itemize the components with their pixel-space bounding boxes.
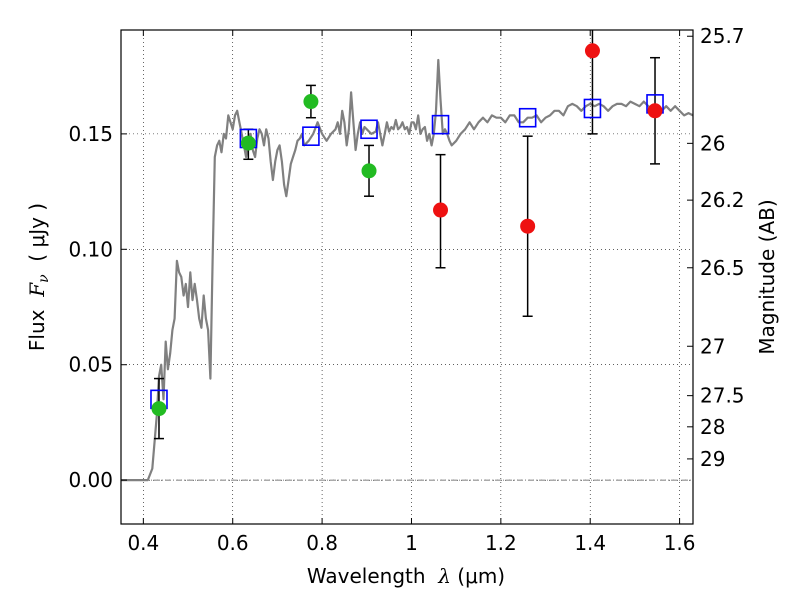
- x-tick-label: 0.8: [306, 531, 338, 555]
- plot-background: [121, 30, 693, 524]
- observed-point: [240, 135, 256, 151]
- observed-point: [303, 94, 319, 110]
- magnitude-tick-label: 26.2: [700, 188, 745, 212]
- magnitude-axis-title: Magnitude (AB): [755, 199, 779, 354]
- x-axis-ticks: 0.4 0.6 0.8 1 1.2 1.4 1.6: [127, 30, 696, 555]
- magnitude-tick-label: 28: [700, 415, 725, 439]
- observed-point: [520, 218, 536, 234]
- x-tick-label: 1.6: [664, 531, 696, 555]
- observed-point: [647, 103, 663, 119]
- x-axis-title-suffix: (μm): [451, 564, 505, 588]
- y-tick-label: 0.10: [68, 237, 113, 261]
- magnitude-tick-label: 29: [700, 447, 725, 471]
- plot-frame: [120, 29, 694, 525]
- x-axis-title-prefix: Wavelength: [307, 564, 438, 588]
- y-axis-title: Flux Fν ( μJy ): [25, 203, 52, 351]
- magnitude-tick-label: 27: [700, 334, 725, 358]
- x-tick-label: 0.4: [127, 531, 159, 555]
- y-axis-title-suffix: ( μJy ): [25, 203, 49, 275]
- observed-point: [584, 43, 600, 59]
- y-axis-title-subscript: ν: [36, 274, 52, 283]
- x-tick-label: 1: [405, 531, 418, 555]
- plot-area: [121, 30, 693, 482]
- model-photometry-square: [518, 107, 537, 128]
- y-axis-title-prefix: Flux: [25, 297, 49, 351]
- observed-point: [433, 202, 449, 218]
- y-tick-label: 0.00: [68, 468, 113, 492]
- model-photometry-square: [431, 114, 450, 135]
- magnitude-tick-label: 26: [700, 131, 725, 155]
- x-tick-label: 0.6: [217, 531, 249, 555]
- observed-point: [151, 401, 167, 417]
- magnitude-tick-label: 27.5: [700, 384, 745, 408]
- y-axis-ticks: 0.00 0.05 0.10 0.15: [68, 122, 127, 492]
- x-axis-title: Wavelength λ (μm): [307, 564, 505, 588]
- y-tick-label: 0.05: [68, 353, 113, 377]
- model-spectrum-line: [121, 58, 693, 482]
- magnitude-tick-label: 25.7: [700, 24, 745, 48]
- observed-point: [361, 163, 377, 179]
- y-axis-title-symbol: F: [25, 282, 49, 298]
- model-photometry-square: [302, 126, 320, 146]
- model-photometry-squares: [150, 94, 664, 410]
- y-tick-label: 0.15: [68, 122, 113, 146]
- x-tick-label: 1.4: [574, 531, 606, 555]
- model-spectrum: [121, 58, 693, 482]
- x-axis-title-symbol: λ: [437, 564, 451, 588]
- model-photometry-square: [583, 98, 602, 119]
- observed-photometry-points: [151, 43, 663, 417]
- magnitude-tick-label: 26.5: [700, 256, 745, 280]
- model-photometry-square: [360, 119, 378, 140]
- magnitude-axis-ticks: 25.7 26 26.2 26.5 27 27.5 28 29: [687, 24, 745, 471]
- x-tick-label: 1.2: [485, 531, 517, 555]
